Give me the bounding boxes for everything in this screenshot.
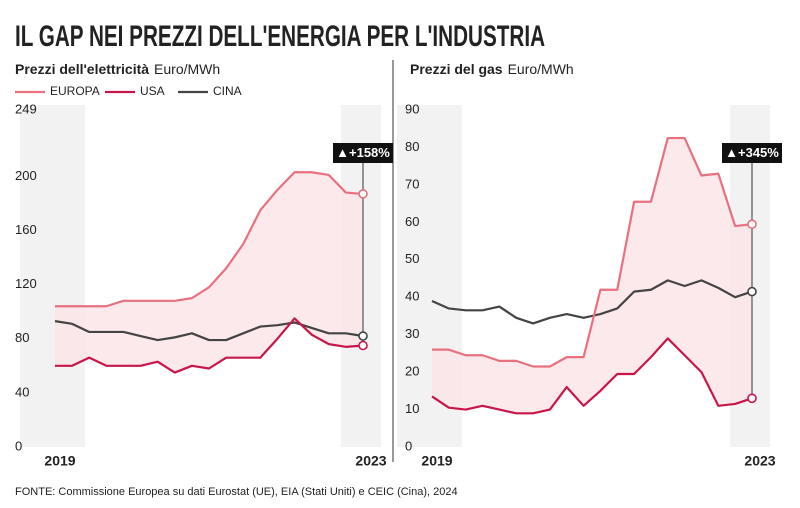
unit-label: Euro/MWh — [508, 61, 574, 77]
chart-subtitle: Prezzi dell'elettricità Euro/MWh — [15, 61, 220, 77]
y-tick-label: 70 — [405, 176, 419, 191]
annotation-box — [722, 143, 782, 163]
x-tick-label: 2023 — [744, 453, 775, 469]
page-title: IL GAP NEI PREZZI DELL'ENERGIA PER L'IND… — [15, 20, 545, 53]
end-point — [358, 340, 368, 351]
series-line — [431, 337, 753, 415]
y-tick-label: 0 — [405, 438, 412, 453]
end-point — [358, 189, 368, 199]
y-tick-label: 40 — [405, 289, 419, 304]
series-line — [431, 279, 753, 325]
chart-title: Prezzi del gas — [410, 61, 503, 77]
annotation: ▲+158% — [336, 145, 390, 160]
legend-label: EUROPA — [50, 84, 100, 98]
series-line — [55, 317, 364, 374]
y-tick-label: 50 — [405, 251, 419, 266]
end-point — [747, 219, 757, 230]
x-tick-label: 2019 — [44, 453, 75, 469]
y-tick-label: 40 — [15, 384, 29, 399]
y-tick-label: 80 — [405, 139, 419, 154]
legend-label: USA — [140, 84, 165, 98]
unit-label: Euro/MWh — [154, 61, 220, 77]
legend-label: CINA — [213, 84, 242, 98]
chart-subtitle: Prezzi del gas Euro/MWh — [410, 61, 574, 77]
y-tick-label: 20 — [405, 364, 419, 379]
y-tick-label: 90 — [405, 101, 419, 116]
series-line — [54, 320, 364, 342]
x-tick-label: 2023 — [355, 453, 386, 469]
y-tick-label: 249 — [15, 101, 37, 116]
y-tick-label: 10 — [405, 401, 419, 416]
y-tick-label: 120 — [15, 276, 37, 291]
end-point — [358, 331, 368, 341]
chart-title: Prezzi dell'elettricità — [15, 61, 149, 77]
gap-area — [432, 138, 752, 414]
y-tick-label: 80 — [15, 330, 29, 345]
series-line — [432, 136, 753, 368]
y-tick-label: 200 — [15, 168, 37, 183]
end-point — [747, 393, 757, 404]
y-tick-label: 30 — [405, 326, 419, 341]
annotation-box — [333, 143, 393, 163]
series-line — [55, 171, 364, 308]
x-tick-label: 2019 — [421, 453, 452, 469]
y-tick-label: 0 — [15, 438, 22, 453]
y-tick-label: 60 — [405, 214, 419, 229]
end-point — [747, 286, 757, 297]
annotation: ▲+345% — [725, 145, 779, 160]
period-band — [20, 105, 85, 447]
gap-area — [55, 172, 363, 373]
y-tick-label: 160 — [15, 222, 37, 237]
source-note: FONTE: Commissione Europea su dati Euros… — [15, 486, 458, 498]
